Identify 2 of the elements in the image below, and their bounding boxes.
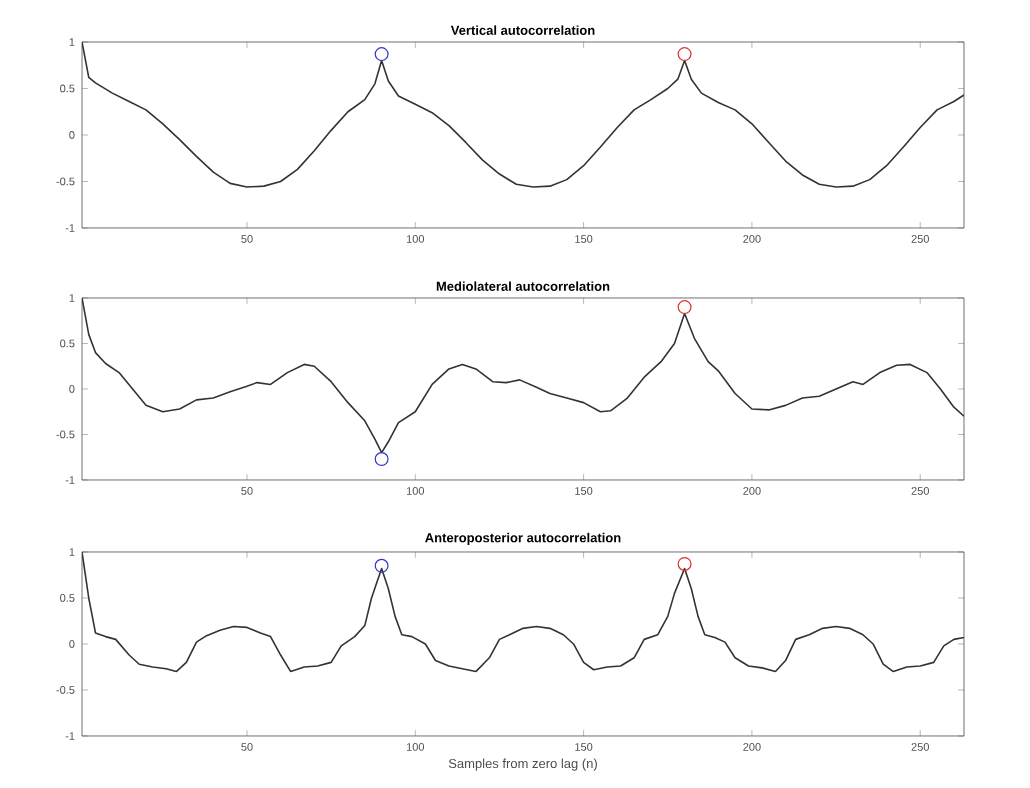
line-series bbox=[82, 551, 964, 673]
line-series bbox=[82, 41, 964, 188]
